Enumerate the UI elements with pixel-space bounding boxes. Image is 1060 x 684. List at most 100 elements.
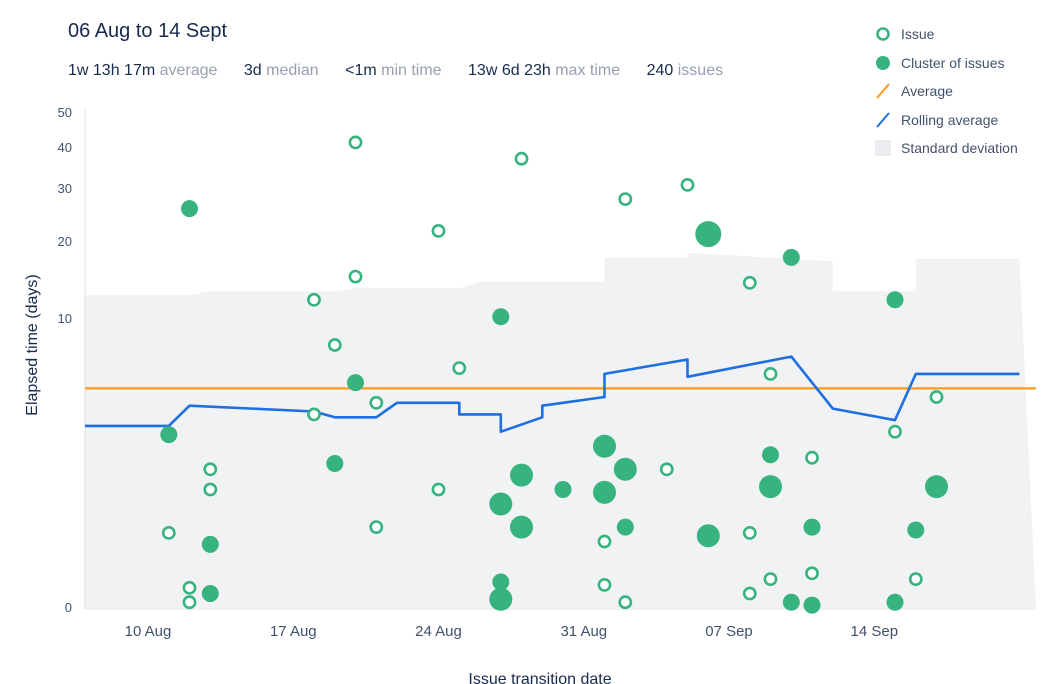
cluster-point[interactable] — [782, 593, 800, 611]
issue-point[interactable] — [182, 595, 197, 610]
cluster-point[interactable] — [554, 481, 572, 498]
issue-point[interactable] — [307, 407, 321, 422]
cluster-point[interactable] — [201, 585, 219, 602]
x-tick-label: 17 Aug — [270, 623, 317, 640]
legend-label: Average — [901, 83, 953, 100]
legend-label: Issue — [901, 26, 935, 43]
cluster-point[interactable] — [489, 492, 513, 516]
x-tick-label: 10 Aug — [125, 623, 172, 640]
y-tick-label: 40 — [58, 140, 72, 155]
cluster-point[interactable] — [803, 518, 821, 536]
cluster-point[interactable] — [593, 434, 616, 458]
issue-point[interactable] — [348, 135, 363, 150]
issue-point[interactable] — [763, 366, 778, 381]
x-tick-label: 24 Aug — [415, 623, 462, 640]
cluster-point[interactable] — [886, 291, 904, 309]
issue-point[interactable] — [742, 526, 757, 540]
x-axis-label: Issue transition date — [468, 671, 611, 684]
cluster-point[interactable] — [326, 455, 344, 472]
y-tick-label: 10 — [58, 311, 72, 326]
cluster-point[interactable] — [510, 515, 533, 539]
summary-stats: 1w 13h 17m average 3d median <1m min tim… — [68, 62, 745, 80]
cluster-point[interactable] — [181, 200, 198, 218]
issue-point[interactable] — [618, 595, 633, 610]
y-tick-label: 0 — [65, 600, 72, 615]
issue-point[interactable] — [597, 534, 612, 549]
stat-label: min time — [381, 62, 442, 79]
cluster-point[interactable] — [696, 524, 720, 548]
issue-point[interactable] — [431, 223, 446, 238]
legend-item-std-deviation[interactable]: Standard deviation — [872, 134, 1018, 163]
legend-item-issue[interactable]: Issue — [872, 20, 1018, 49]
legend-item-cluster[interactable]: Cluster of issues — [872, 49, 1018, 78]
y-axis-label: Elapsed time (days) — [24, 274, 41, 415]
cluster-point[interactable] — [762, 446, 779, 464]
cluster-point[interactable] — [907, 521, 925, 539]
cluster-point[interactable] — [492, 308, 510, 326]
issue-point[interactable] — [307, 292, 321, 307]
page-title: 06 Aug to 14 Sept — [68, 20, 228, 42]
legend-item-average[interactable]: Average — [872, 77, 1018, 106]
cluster-point[interactable] — [492, 573, 510, 591]
filled-circle-icon — [876, 55, 890, 70]
issue-point[interactable] — [203, 482, 218, 497]
issue-point[interactable] — [514, 151, 529, 166]
legend-item-rolling-average[interactable]: Rolling average — [872, 106, 1018, 135]
issue-point[interactable] — [888, 424, 902, 439]
cluster-point[interactable] — [160, 426, 178, 444]
stat-min-time: <1m min time — [345, 62, 441, 79]
issue-point[interactable] — [763, 572, 778, 586]
stat-value: <1m — [345, 62, 377, 79]
stat-issue-count: 240 issues — [647, 62, 724, 79]
legend-label: Cluster of issues — [901, 54, 1005, 71]
y-tick-label: 20 — [58, 234, 72, 249]
cluster-point[interactable] — [489, 587, 513, 611]
issue-point[interactable] — [182, 580, 197, 595]
stat-label: average — [159, 62, 218, 79]
cluster-point[interactable] — [201, 535, 219, 553]
issue-point[interactable] — [452, 361, 467, 375]
grey-square-icon — [875, 140, 891, 157]
blue-line-icon — [876, 112, 890, 128]
cluster-point[interactable] — [803, 596, 821, 614]
cluster-point[interactable] — [347, 374, 364, 392]
issue-point[interactable] — [597, 578, 612, 592]
cluster-point[interactable] — [886, 593, 904, 611]
legend-label: Standard deviation — [901, 140, 1018, 157]
cluster-point[interactable] — [695, 221, 722, 248]
stat-value: 13w 6d 23h — [468, 62, 551, 79]
issue-point[interactable] — [618, 192, 633, 206]
issue-point[interactable] — [431, 482, 446, 497]
issue-point[interactable] — [327, 338, 342, 352]
issue-point[interactable] — [161, 526, 176, 540]
legend-label: Rolling average — [901, 111, 999, 128]
issue-point[interactable] — [369, 395, 384, 410]
issue-point[interactable] — [348, 269, 363, 284]
stat-max-time: 13w 6d 23h max time — [468, 62, 620, 79]
issue-point[interactable] — [369, 520, 384, 534]
stat-value: 1w 13h 17m — [68, 62, 156, 79]
cluster-point[interactable] — [593, 480, 616, 504]
cluster-point[interactable] — [616, 518, 634, 536]
cluster-point[interactable] — [613, 457, 637, 481]
issue-point[interactable] — [203, 462, 218, 477]
issue-point[interactable] — [805, 566, 819, 581]
issue-point[interactable] — [659, 462, 674, 477]
issue-point[interactable] — [929, 390, 944, 404]
cluster-point[interactable] — [782, 248, 800, 266]
issue-point[interactable] — [908, 572, 923, 586]
issue-point[interactable] — [680, 177, 695, 192]
x-tick-label: 31 Aug — [560, 623, 607, 640]
x-tick-label: 07 Sep — [705, 623, 753, 640]
std-deviation-band — [85, 252, 1036, 609]
stat-average: 1w 13h 17m average — [68, 62, 217, 79]
issue-point[interactable] — [805, 450, 819, 465]
stat-label: max time — [555, 62, 621, 79]
cluster-point[interactable] — [759, 475, 782, 499]
issue-point[interactable] — [742, 275, 757, 290]
stat-label: median — [266, 62, 319, 79]
issue-point[interactable] — [742, 586, 757, 601]
orange-line-icon — [876, 83, 890, 99]
cluster-point[interactable] — [510, 463, 533, 487]
cluster-point[interactable] — [925, 475, 948, 499]
